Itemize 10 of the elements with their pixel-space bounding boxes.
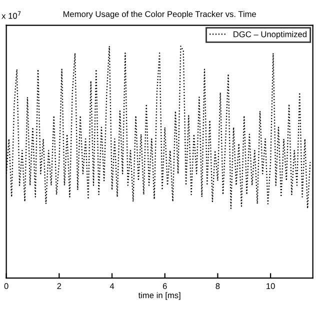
chart-title: Memory Usage of the Color People Tracker vs. Time — [63, 10, 256, 19]
text: x 10$^{7}$ — [2, 11, 21, 19]
x-axis-title: time in [ms] — [138, 292, 180, 300]
x-tick-label: 0 — [4, 283, 8, 290]
x-tick-label: 6 — [162, 283, 167, 290]
x-tick-label: 4 — [110, 283, 114, 289]
legend-label: DGC – Unoptimized — [234, 31, 306, 39]
x-tick-label: 2 — [57, 283, 62, 289]
x-tick-label: 8 — [216, 283, 220, 290]
x-tick-label: 10 — [266, 283, 275, 290]
